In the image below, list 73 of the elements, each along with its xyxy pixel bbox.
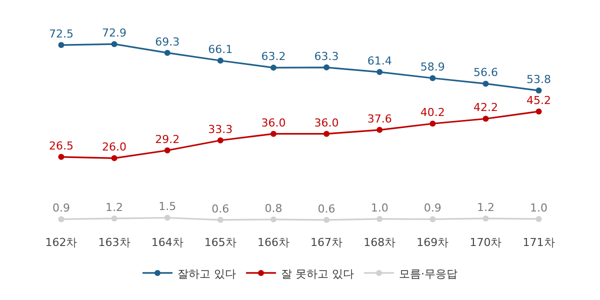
- data-label: 66.1: [208, 43, 233, 56]
- data-label: 1.2: [476, 200, 494, 214]
- data-label: 0.9: [52, 202, 70, 215]
- point: [58, 154, 64, 160]
- data-label: 29.2: [155, 132, 180, 146]
- point: [324, 64, 330, 70]
- data-label: 45.2: [526, 94, 552, 107]
- point: [270, 64, 276, 71]
- data-label: 0.6: [318, 202, 336, 216]
- data-label: 63.3: [314, 50, 339, 63]
- point: [376, 216, 383, 222]
- point: [217, 58, 224, 64]
- point: [482, 215, 489, 222]
- point: [376, 126, 383, 133]
- data-label: 0.8: [264, 202, 282, 215]
- data-label: 26.5: [48, 139, 74, 152]
- point: [164, 214, 170, 221]
- data-label: 69.3: [155, 35, 180, 48]
- data-label: 72.9: [102, 26, 127, 40]
- x-tick-label: 163차: [98, 236, 130, 249]
- point: [536, 216, 542, 222]
- data-label: 1.2: [106, 200, 124, 214]
- x-tick-label: 164차: [151, 236, 184, 249]
- point: [536, 108, 542, 114]
- data-label: 37.6: [367, 112, 392, 126]
- x-tick-label: 166차: [257, 236, 290, 249]
- data-label: 36.0: [261, 116, 286, 130]
- point: [164, 50, 170, 56]
- data-label: 1.5: [158, 200, 176, 214]
- point: [482, 116, 489, 122]
- point: [58, 42, 64, 48]
- x-tick-label: 169차: [416, 236, 449, 249]
- data-label: 61.4: [367, 54, 392, 68]
- point: [217, 216, 224, 223]
- data-label: 40.2: [420, 106, 445, 120]
- point: [111, 215, 118, 222]
- data-label: 1.0: [370, 201, 388, 214]
- data-label: 58.9: [420, 60, 445, 74]
- point: [111, 155, 118, 162]
- data-label: 26.0: [102, 140, 127, 154]
- point: [536, 88, 542, 94]
- data-label: 36.0: [314, 116, 339, 130]
- point: [217, 137, 224, 144]
- legend-label: 잘하고 있다: [178, 267, 236, 280]
- point: [482, 80, 489, 87]
- data-label: 56.6: [473, 66, 498, 80]
- point: [430, 216, 436, 222]
- data-label: 53.8: [526, 73, 552, 86]
- data-label: 72.5: [48, 28, 74, 41]
- x-tick-label: 168차: [364, 236, 396, 249]
- point: [58, 216, 64, 222]
- x-tick-label: 171차: [522, 236, 555, 249]
- point: [270, 216, 276, 222]
- data-label: 42.2: [473, 101, 498, 114]
- point: [324, 216, 330, 223]
- x-tick-label: 167차: [310, 236, 343, 249]
- legend-label: 모름·무응답: [399, 267, 458, 280]
- legend-label: 잘 못하고 있다: [281, 267, 354, 280]
- point: [376, 69, 383, 76]
- data-label: 0.9: [424, 202, 442, 215]
- point: [164, 147, 170, 154]
- x-tick-label: 162차: [45, 236, 78, 249]
- point: [430, 120, 436, 127]
- x-tick-label: 170차: [470, 236, 502, 249]
- point: [430, 75, 436, 82]
- data-label: 1.0: [530, 201, 548, 214]
- data-label: 0.6: [212, 202, 230, 216]
- data-label: 33.3: [208, 122, 233, 136]
- point: [111, 41, 118, 48]
- point: [270, 130, 276, 137]
- data-label: 63.2: [261, 50, 286, 64]
- point: [324, 130, 330, 137]
- x-tick-label: 165차: [204, 236, 236, 249]
